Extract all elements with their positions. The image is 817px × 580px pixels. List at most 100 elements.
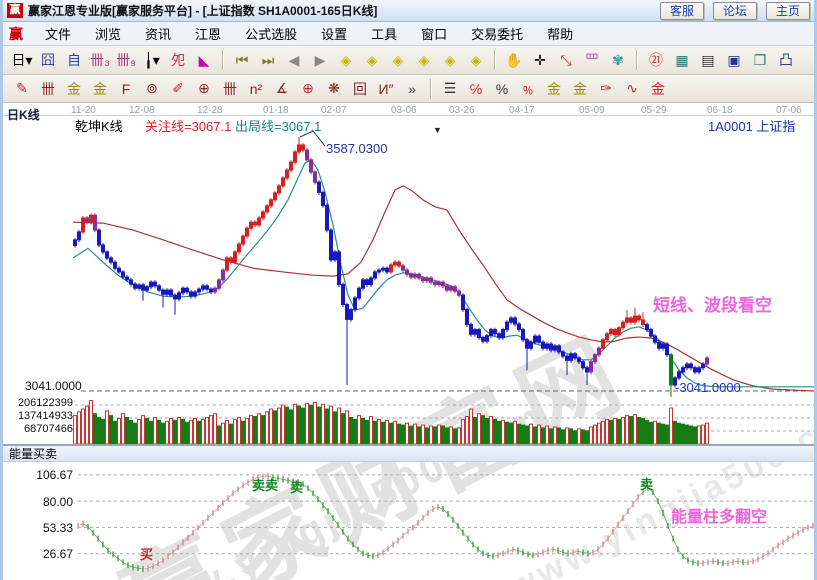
coil-tool-icon[interactable]: ⊚ [146, 80, 158, 96]
menu-logo-icon: 赢 [9, 25, 23, 42]
circle-cycle-icon[interactable]: ⊕ [198, 80, 210, 96]
candle-dropdown[interactable]: ╽▾ [144, 51, 160, 68]
gann-lines-icon[interactable]: 卌 [41, 80, 55, 97]
date-label: 12-08 [129, 105, 155, 116]
menu-item-公式选股[interactable]: 公式选股 [245, 26, 298, 42]
wave-mark-icon[interactable]: И″ [378, 80, 394, 97]
gann-diamond-2-icon[interactable]: ◈ [366, 51, 378, 68]
app-logo-icon: 赢 [7, 3, 23, 18]
percent-slash-icon[interactable]: ℅ [469, 80, 483, 97]
wave-a-icon[interactable]: ∿ [626, 80, 638, 96]
oscillator-axis-label: 26.67 [42, 547, 73, 561]
crosshair-tool-icon[interactable]: ✛ [534, 51, 546, 68]
kline-style-dropdown[interactable]: 日▾ [11, 52, 33, 68]
pattern-icon[interactable]: 囧 [41, 52, 55, 68]
gann-diamond-1-icon[interactable]: ◈ [340, 51, 352, 68]
pink-grid-tool-icon[interactable]: 罒 [585, 52, 599, 68]
toolbar-row-2: ✎ 卌金金 F ⊚ ✐ ⊕ 卌 n² ∡ ⊕ ❋ 回 И″» ☰ ℅% ﹪ 金金 ✑ ∿ 金 [3, 75, 814, 103]
menu-item-江恩[interactable]: 江恩 [195, 26, 222, 42]
bars-9-icon[interactable]: 卌₉ [116, 52, 136, 68]
menu-item-工具[interactable]: 工具 [371, 26, 398, 42]
nav-last-icon[interactable]: ⏭ [261, 51, 275, 68]
toolbar-overflow-chevron[interactable]: » [408, 80, 416, 97]
square-spiral-icon[interactable]: 回 [353, 80, 367, 97]
nav-prev-icon[interactable]: ◀ [288, 51, 300, 68]
window-title: 赢家江恩专业版[赢家服务平台] - [上证指数 SH1A0001-165日K线] [28, 4, 378, 18]
title-bar-buttons: 客服 论坛 主页 [651, 1, 810, 20]
menu-item-文件[interactable]: 文件 [45, 26, 72, 42]
date-label: 05-29 [641, 105, 667, 116]
percent-bar-icon[interactable]: ﹪ [521, 80, 535, 97]
menu-item-设置[interactable]: 设置 [321, 26, 348, 42]
gold-red-icon[interactable]: 金 [651, 80, 665, 97]
date-label: 04-17 [509, 105, 535, 116]
window-copy-icon[interactable]: ❐ [753, 51, 767, 68]
angle-tool-icon[interactable]: ∡ [275, 80, 289, 96]
customer-service-button[interactable]: 客服 [659, 1, 704, 20]
sell-marker: 卖 [290, 480, 304, 495]
gann-diamond-5-icon[interactable]: ◈ [444, 51, 456, 68]
target-circle-icon[interactable]: ⊕ [302, 80, 314, 96]
gann-pattern-icon[interactable]: 夗 [171, 52, 185, 68]
info-note-icon[interactable]: 自 [67, 52, 81, 68]
gann-diamond-6-icon[interactable]: ◈ [470, 51, 482, 68]
hand-tool-icon[interactable]: ✋ [505, 51, 523, 68]
gann-diamond-3-icon[interactable]: ◈ [392, 51, 404, 68]
pencil-lines-icon[interactable]: ✐ [172, 80, 184, 96]
gold-line-2-icon[interactable]: 金 [93, 80, 107, 97]
oscillator-pane-header[interactable]: 能量买卖 [3, 445, 814, 462]
brush-icon[interactable]: ✑ [600, 80, 612, 96]
nav-first-icon[interactable]: ⏮ [235, 51, 249, 68]
measure-tool-icon[interactable]: ⤡ [560, 51, 572, 68]
menu-items: 文件 浏览 资讯 江恩 公式选股 设置 工具 窗口 交易委托 帮助 [33, 24, 585, 44]
chart-region: 赢家财富网 www.yingjia500.com www.yingjia500.… [3, 103, 814, 580]
date-label: 02-07 [321, 105, 347, 116]
printer-icon[interactable]: 凸 [779, 52, 793, 68]
f-lines-icon[interactable]: F [121, 80, 131, 97]
price-line-left-label: 3041.0000 [25, 379, 82, 393]
menu-item-浏览[interactable]: 浏览 [95, 26, 122, 42]
notepad-icon[interactable]: ▤ [701, 51, 715, 68]
calculator-icon[interactable]: ▦ [675, 51, 689, 68]
bars-3-icon[interactable]: 卌₃ [90, 52, 110, 68]
pane-label-daily-kline: 日K线 [7, 108, 40, 122]
save-icon[interactable]: ▣ [727, 51, 741, 68]
volume-axis-label: 137414933 [17, 410, 73, 422]
gann-diamond-4-icon[interactable]: ◈ [418, 51, 430, 68]
color-flag-icon[interactable]: ◣ [198, 51, 210, 68]
gold-circle-icon[interactable]: 金 [547, 80, 561, 97]
spider-web-icon[interactable]: ❋ [328, 80, 340, 96]
price-line-right-label: -3041.0000 [675, 380, 741, 395]
toolbar-separator [430, 78, 432, 99]
gold-underline-icon[interactable]: 金 [573, 80, 587, 97]
cycle-tool-icon[interactable]: ✾ [612, 51, 624, 68]
menu-item-窗口[interactable]: 窗口 [421, 26, 448, 42]
menu-item-交易委托[interactable]: 交易委托 [471, 26, 524, 42]
scale-list-icon[interactable]: ☰ [443, 80, 457, 96]
attention-line-label: 关注线=3067.1 [145, 119, 232, 134]
pencil-tool-icon[interactable]: ✎ [16, 80, 28, 96]
oscillator-pane-title: 能量买卖 [9, 447, 58, 461]
oscillator-axis-label: 53.33 [42, 521, 73, 535]
menu-item-资讯[interactable]: 资讯 [145, 26, 172, 42]
calendar-icon[interactable]: ㉑ [649, 52, 663, 68]
percent-icon[interactable]: % [495, 80, 509, 97]
n-squared-icon[interactable]: n² [249, 80, 263, 97]
cursor-marker-icon: ▼ [433, 125, 442, 135]
gold-line-1-icon[interactable]: 金 [67, 80, 81, 97]
main-chart-canvas[interactable] [3, 103, 814, 580]
ruler-lines-icon[interactable]: 卌 [223, 80, 237, 97]
menu-item-帮助[interactable]: 帮助 [547, 26, 574, 42]
date-label: 05-09 [579, 105, 605, 116]
nav-next-icon[interactable]: ▶ [314, 51, 326, 68]
homepage-button[interactable]: 主页 [765, 1, 810, 20]
volume-axis-label: 206122399 [17, 397, 73, 409]
toolbar-separator [636, 50, 638, 70]
trend-annotation: 短线、波段看空 [653, 296, 772, 315]
buy-marker: 买 [140, 547, 154, 562]
date-label: 03-06 [391, 105, 417, 116]
toolbar-separator [222, 50, 224, 70]
forum-button[interactable]: 论坛 [712, 1, 757, 20]
energy-annotation: 能量柱多翻空 [671, 509, 768, 526]
